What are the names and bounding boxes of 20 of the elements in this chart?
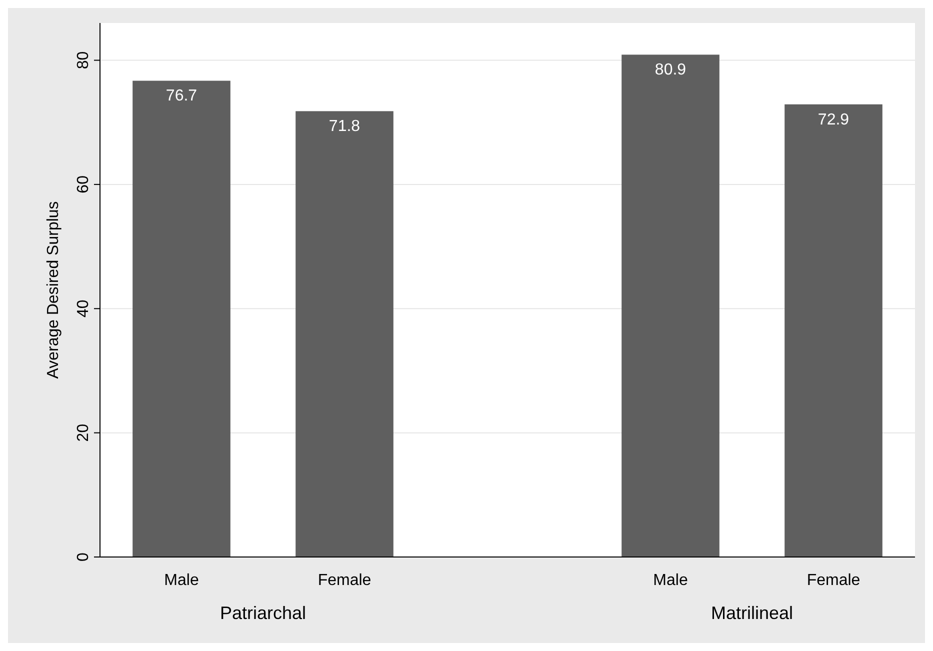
bar [132, 80, 230, 557]
y-tick-label: 60 [75, 175, 92, 194]
data-label: 80.9 [654, 62, 686, 79]
y-axis-title: Average Desired Surplus [45, 201, 62, 379]
y-tick-label: 0 [75, 552, 92, 562]
x-tick-label: Male [653, 572, 688, 589]
x-tick-label: Female [318, 572, 372, 589]
bar [622, 54, 720, 557]
x-tick-label: Female [806, 572, 860, 589]
y-tick-label: 40 [75, 300, 92, 318]
data-label: 72.9 [818, 111, 850, 128]
x-tick-label: Male [164, 572, 199, 589]
text: Matrilineal [710, 603, 794, 623]
data-label: 71.8 [328, 118, 360, 136]
y-tick-label: 20 [75, 424, 92, 442]
bar [784, 104, 882, 557]
y-tick-label: 80 [75, 51, 92, 70]
data-label: 76.7 [166, 88, 198, 105]
bar [296, 111, 394, 557]
text: Patriarchal [220, 603, 306, 623]
